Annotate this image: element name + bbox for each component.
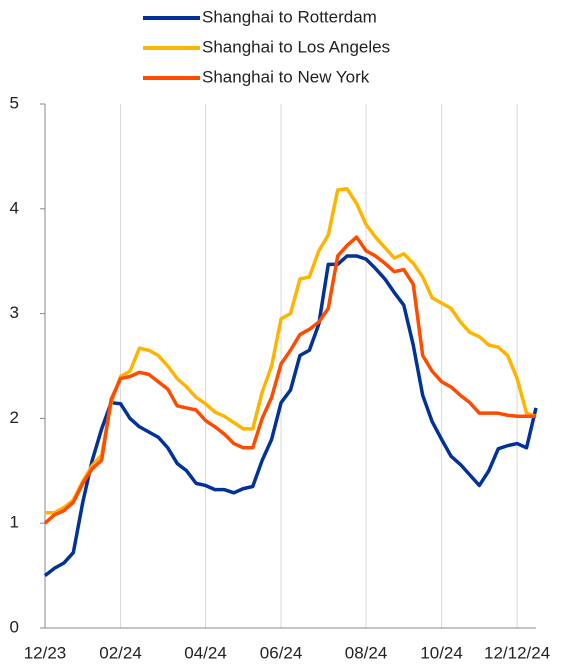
y-tick-label: 4 bbox=[10, 198, 19, 217]
y-tick-label: 3 bbox=[10, 303, 19, 322]
legend-label: Shanghai to New York bbox=[202, 67, 370, 86]
x-tick-label: 08/24 bbox=[345, 643, 388, 662]
y-tick-label: 5 bbox=[10, 93, 19, 112]
x-tick-label: 10/24 bbox=[420, 643, 463, 662]
x-tick-label: 12/12/24 bbox=[484, 643, 550, 662]
y-tick-label: 1 bbox=[10, 513, 19, 532]
legend-label: Shanghai to Los Angeles bbox=[202, 37, 390, 56]
x-tick-label: 04/24 bbox=[184, 643, 227, 662]
x-tick-label: 06/24 bbox=[260, 643, 303, 662]
x-tick-label: 12/23 bbox=[24, 643, 67, 662]
x-tick-label: 02/24 bbox=[99, 643, 142, 662]
series-line bbox=[43, 235, 536, 525]
legend-label: Shanghai to Rotterdam bbox=[202, 7, 377, 26]
y-tick-label: 2 bbox=[10, 408, 19, 427]
series-line bbox=[43, 254, 538, 577]
y-tick-label: 0 bbox=[10, 617, 19, 636]
series-line bbox=[45, 187, 537, 515]
